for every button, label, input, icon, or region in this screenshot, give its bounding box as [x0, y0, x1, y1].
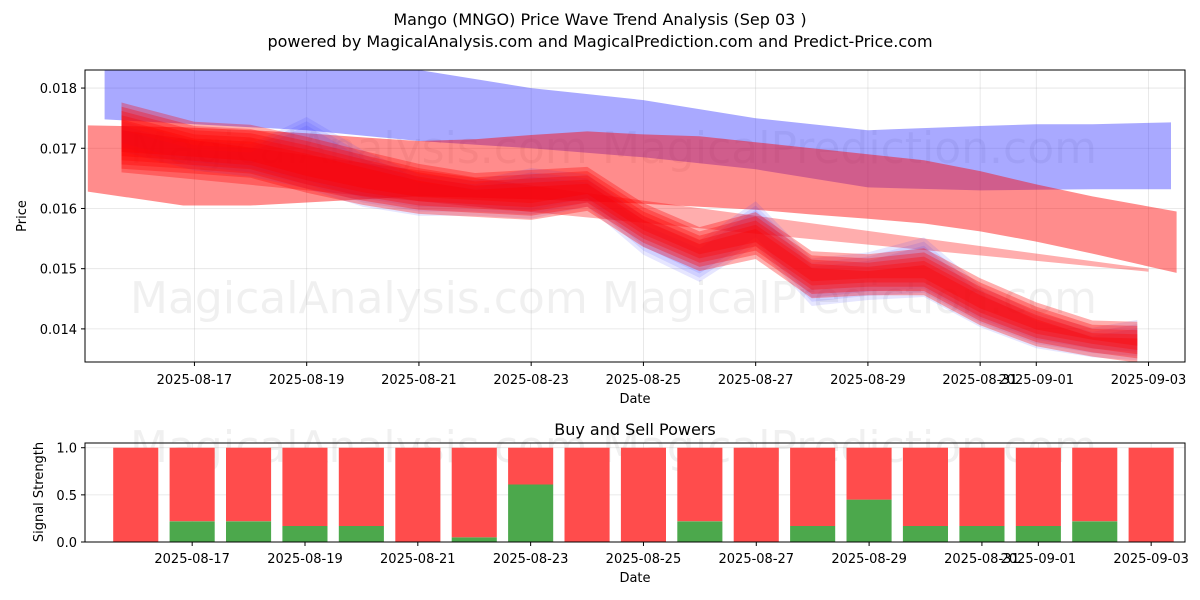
price-grid [85, 70, 1185, 362]
price-band-3-layer [87, 125, 1177, 273]
price-band-1-layer [121, 106, 1138, 359]
buy-bar [169, 521, 215, 542]
sell-bar [169, 447, 215, 522]
sell-bar [1128, 447, 1174, 542]
buy-bar [282, 526, 328, 542]
price-x-tick-label: 2025-08-27 [718, 373, 794, 388]
buy-sell-x-tick-label: 2025-09-01 [1001, 552, 1077, 567]
buy-sell-y-axis: 0.0 0.5 1.0 [56, 442, 85, 551]
sell-bar [451, 447, 497, 538]
price-band-1-layer [121, 102, 1138, 362]
sell-bar [508, 447, 554, 485]
price-x-tick-label: 2025-08-31 [942, 373, 1018, 388]
buy-sell-x-tick-label: 2025-08-21 [380, 552, 456, 567]
price-x-tick-label: 2025-08-25 [606, 373, 682, 388]
price-y-tick-label: 0.014 [40, 323, 77, 338]
price-bands [87, 70, 1177, 362]
price-y-tick-label: 0.016 [40, 202, 77, 217]
buy-sell-x-tick-label: 2025-08-31 [944, 552, 1020, 567]
buy-bar [846, 499, 892, 542]
price-y-axis: 0.014 0.015 0.016 0.017 0.018 [40, 82, 85, 338]
watermark-analysis-mid: MagicalAnalysis.com [130, 273, 588, 324]
buy-sell-watermarks: MagicalAnalysis.com MagicalPrediction.co… [130, 422, 1097, 473]
price-y-tick-label: 0.018 [40, 82, 77, 97]
sell-bar [677, 447, 723, 522]
buy-sell-x-tick-label: 2025-08-17 [154, 552, 230, 567]
buy-sell-x-tick-label: 2025-09-03 [1113, 552, 1189, 567]
buy-sell-x-tick-label: 2025-08-25 [606, 552, 682, 567]
buy-bar [508, 484, 554, 542]
price-x-tick-label: 2025-08-19 [269, 373, 345, 388]
price-band-1-layer [121, 119, 1138, 346]
price-band-2-layer [121, 130, 1149, 272]
buy-sell-x-axis: 2025-08-17 2025-08-19 2025-08-21 2025-08-23… [154, 542, 1189, 567]
price-band-0-layer [121, 121, 1138, 356]
price-band-4-layer [104, 70, 1172, 191]
buy-sell-x-tick-label: 2025-08-29 [831, 552, 907, 567]
buy-sell-x-tick-label: 2025-08-27 [719, 552, 795, 567]
price-watermarks: MagicalAnalysis.com MagicalPrediction.co… [130, 123, 1097, 324]
price-x-tick-label: 2025-08-21 [381, 373, 457, 388]
sell-bar [790, 447, 836, 526]
sell-bar [282, 447, 328, 526]
price-y-tick-label: 0.017 [40, 142, 77, 157]
buy-sell-title: Buy and Sell Powers [554, 420, 716, 439]
price-band-1-layer [121, 110, 1138, 355]
price-x-tick-label: 2025-08-29 [830, 373, 906, 388]
buy-sell-bars [113, 447, 1174, 542]
price-band-1-layer [121, 115, 1138, 350]
sell-bar [1072, 447, 1118, 522]
price-band-0-layer [121, 117, 1138, 361]
sell-bar [902, 447, 948, 526]
buy-bar [677, 521, 723, 542]
price-band-0-layer [121, 125, 1138, 352]
buy-bar [959, 526, 1005, 542]
price-y-tick-label: 0.015 [40, 263, 77, 278]
price-wave-chart: MagicalAnalysis.com MagicalPrediction.co… [15, 69, 1187, 407]
sell-bar [620, 447, 666, 542]
watermark-prediction-mid: MagicalPrediction.com [602, 273, 1097, 324]
buy-bar [451, 537, 497, 542]
buy-sell-y-tick-label: 1.0 [56, 442, 77, 457]
price-x-tick-label: 2025-08-17 [157, 373, 233, 388]
buy-sell-y-tick-label: 0.5 [56, 489, 77, 504]
price-x-tick-label: 2025-09-01 [998, 373, 1074, 388]
chart-subtitle: powered by MagicalAnalysis.com and Magic… [267, 32, 932, 51]
price-x-axis: 2025-08-17 2025-08-19 2025-08-21 2025-08-23… [157, 362, 1187, 388]
buy-bar [902, 526, 948, 542]
buy-sell-plot-frame [84, 442, 1186, 543]
price-x-tick-label: 2025-09-03 [1111, 373, 1187, 388]
sell-bar [338, 447, 384, 526]
sell-bar [564, 447, 610, 542]
sell-bar [395, 447, 441, 542]
buy-sell-powers-chart: Buy and Sell Powers MagicalAnalysis.com … [32, 420, 1189, 586]
buy-bar [338, 526, 384, 542]
sell-bar [1015, 447, 1061, 526]
sell-bar [733, 447, 779, 542]
buy-bar [226, 521, 272, 542]
price-plot-area [85, 70, 1185, 362]
buy-bar [790, 526, 836, 542]
buy-sell-x-tick-label: 2025-08-19 [267, 552, 343, 567]
price-band-group [87, 70, 1177, 362]
sell-bar [113, 447, 159, 542]
sell-bar [226, 447, 272, 522]
watermark-prediction-top: MagicalPrediction.com [602, 123, 1097, 174]
buy-sell-y-tick-label: 0.0 [56, 536, 77, 551]
buy-sell-y-label: Signal Strength [32, 442, 47, 542]
price-x-label: Date [619, 392, 650, 407]
price-plot-frame [84, 69, 1186, 363]
price-y-label: Price [15, 200, 30, 232]
sell-bar [959, 447, 1005, 526]
buy-sell-x-label: Date [619, 571, 650, 586]
buy-bar [1072, 521, 1118, 542]
watermark-analysis-top: MagicalAnalysis.com [130, 123, 588, 174]
sell-bar [846, 447, 892, 500]
buy-bar [1015, 526, 1061, 542]
buy-sell-x-tick-label: 2025-08-23 [493, 552, 569, 567]
chart-title: Mango (MNGO) Price Wave Trend Analysis (… [393, 10, 806, 29]
price-x-tick-label: 2025-08-23 [493, 373, 569, 388]
